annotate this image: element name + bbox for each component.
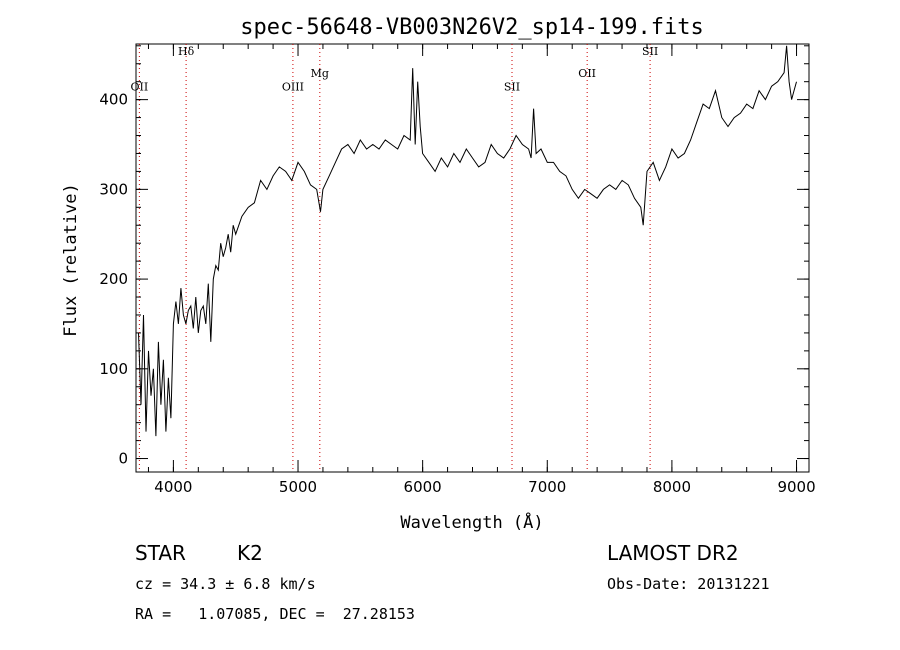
- y-tick-label: 0: [118, 450, 128, 468]
- survey-name: LAMOST DR2: [607, 541, 739, 565]
- emission-line-label: OII: [131, 81, 149, 94]
- object-subclass: K2: [237, 541, 263, 565]
- y-tick-label: 100: [99, 360, 128, 378]
- redshift-velocity: cz = 34.3 ± 6.8 km/s: [135, 575, 316, 593]
- emission-line-label: Mg: [311, 67, 329, 80]
- emission-line-label: SII: [642, 45, 658, 58]
- y-tick-label: 400: [99, 91, 128, 109]
- x-axis-label: Wavelength (Å): [400, 511, 543, 533]
- x-tick-label: 9000: [777, 478, 815, 496]
- emission-line-markers: [138, 44, 651, 472]
- y-axis-label: Flux (relative): [61, 183, 81, 337]
- spectrum-line: [138, 45, 797, 437]
- x-tick-label: 7000: [528, 478, 566, 496]
- x-tick-label: 4000: [154, 478, 192, 496]
- emission-line-labels: OII Hδ OIII Mg SII OII SII: [131, 45, 659, 94]
- emission-line-label: Hδ: [178, 45, 195, 58]
- observation-date: Obs-Date: 20131221: [607, 575, 770, 593]
- emission-line-label: OIII: [282, 81, 304, 94]
- y-tick-label: 200: [99, 270, 128, 288]
- emission-line-label: SII: [504, 81, 520, 94]
- x-tick-label: 5000: [279, 478, 317, 496]
- coordinates: RA = 1.07085, DEC = 27.28153: [135, 605, 415, 623]
- x-tick-labels: 4000 5000 6000 7000 8000 9000: [154, 478, 815, 496]
- axis-ticks: [136, 44, 809, 472]
- y-tick-labels: 0 100 200 300 400: [99, 91, 128, 468]
- x-tick-label: 8000: [653, 478, 691, 496]
- emission-line-label: OII: [578, 67, 596, 80]
- y-tick-label: 300: [99, 180, 128, 198]
- chart-title: spec-56648-VB003N26V2_sp14-199.fits: [240, 15, 704, 40]
- x-tick-label: 6000: [404, 478, 442, 496]
- object-type: STAR: [135, 541, 186, 565]
